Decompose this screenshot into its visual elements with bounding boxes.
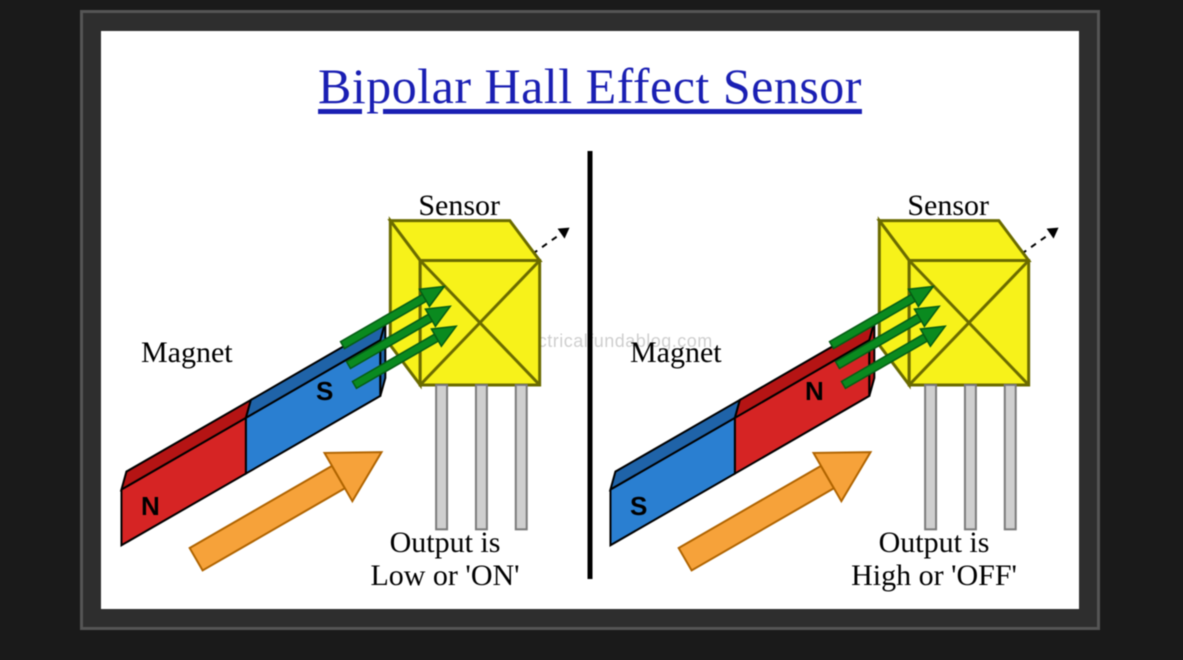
outer-frame: Bipolar Hall Effect Sensor www.electrica… — [80, 10, 1100, 630]
output-label-right: Output is High or 'OFF' — [819, 526, 1049, 592]
sensor-label: Sensor — [418, 189, 500, 223]
pole-far-right: S — [630, 491, 647, 522]
pole-far-left: N — [141, 491, 160, 522]
magnet-label: Magnet — [630, 336, 722, 370]
sensor-label: Sensor — [907, 189, 989, 223]
magnet-label: Magnet — [141, 336, 233, 370]
pole-near-left: S — [316, 376, 333, 407]
output-line2: High or 'OFF' — [851, 559, 1017, 592]
panel-north-pole: Sensor Magnet S N Output is High or 'OFF… — [590, 141, 1079, 609]
sensor-pins — [925, 385, 1016, 529]
output-label-left: Output is Low or 'ON' — [330, 526, 560, 592]
output-line1: Output is — [390, 526, 501, 559]
output-line1: Output is — [879, 526, 990, 559]
output-line2: Low or 'ON' — [370, 559, 519, 592]
panel-south-pole: Sensor Magnet N S Output is Low or 'ON' — [101, 141, 590, 609]
diagram-title: Bipolar Hall Effect Sensor — [101, 57, 1079, 115]
sensor-pins — [436, 385, 527, 529]
diagram-sheet: Bipolar Hall Effect Sensor www.electrica… — [101, 31, 1079, 609]
pole-near-right: N — [805, 376, 824, 407]
